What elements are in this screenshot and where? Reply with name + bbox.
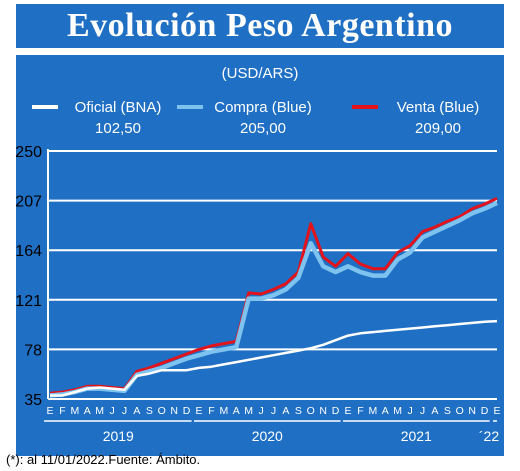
x-tick-label-35: D [481, 405, 489, 417]
x-tick-label-8: S [146, 405, 153, 417]
title-banner: Evolución Peso Argentino [16, 4, 504, 48]
y-tick-label-4: 207 [15, 194, 42, 211]
x-tick-label-0: E [46, 405, 53, 417]
x-tick-label-34: N [468, 405, 476, 417]
y-tick-label-0: 35 [24, 392, 42, 409]
x-tick-label-12: E [195, 405, 202, 417]
x-tick-label-17: J [258, 405, 263, 417]
year-label-3: ´22 [479, 428, 499, 444]
x-tick-label-16: M [244, 405, 253, 417]
legend-value-1: 205,00 [240, 120, 286, 137]
x-tick-label-31: A [431, 405, 438, 417]
x-tick-label-19: A [282, 405, 289, 417]
x-tick-label-20: S [295, 405, 302, 417]
legend-label-1: Compra (Blue) [214, 99, 312, 116]
x-tick-label-2: M [70, 405, 79, 417]
x-tick-label-1: F [59, 405, 65, 417]
x-tick-label-21: O [307, 405, 315, 417]
year-label-1: 2020 [252, 428, 283, 444]
y-tick-label-2: 121 [15, 293, 42, 310]
y-tick-label-3: 164 [15, 243, 42, 260]
x-tick-label-5: J [109, 405, 114, 417]
x-tick-label-29: J [407, 405, 412, 417]
y-tick-label-5: 250 [15, 144, 42, 161]
x-tick-label-36: E [493, 405, 500, 417]
series-line-0 [50, 319, 498, 397]
footnote: (*): al 11/01/2022.Fuente: Ámbito. [6, 452, 201, 467]
x-tick-label-3: A [84, 405, 91, 417]
chart-subtitle: (USD/ARS) [222, 65, 299, 82]
page-title: Evolución Peso Argentino [66, 7, 454, 44]
y-tick-label-1: 78 [24, 342, 42, 359]
x-tick-label-10: N [170, 405, 178, 417]
x-tick-label-26: M [368, 405, 377, 417]
x-tick-label-13: F [208, 405, 214, 417]
legend-label-2: Venta (Blue) [397, 99, 480, 116]
legend-value-2: 209,00 [415, 120, 461, 137]
x-tick-label-25: F [357, 405, 363, 417]
x-tick-label-18: J [271, 405, 276, 417]
x-tick-label-32: S [444, 405, 451, 417]
x-tick-label-14: M [219, 405, 228, 417]
x-tick-label-4: M [95, 405, 104, 417]
legend-value-0: 102,50 [95, 120, 141, 137]
legend-label-0: Oficial (BNA) [75, 99, 162, 116]
x-tick-label-30: J [420, 405, 425, 417]
x-tick-label-15: A [233, 405, 240, 417]
x-tick-label-28: M [393, 405, 402, 417]
x-tick-label-27: A [382, 405, 389, 417]
x-tick-label-11: D [183, 405, 191, 417]
x-tick-label-6: J [122, 405, 127, 417]
x-tick-label-22: N [319, 405, 327, 417]
year-label-0: 2019 [103, 428, 134, 444]
x-tick-label-9: O [158, 405, 166, 417]
x-tick-label-7: A [133, 405, 140, 417]
x-tick-label-23: D [332, 405, 340, 417]
year-label-2: 2021 [401, 428, 432, 444]
x-tick-label-33: O [456, 405, 464, 417]
x-tick-label-24: E [344, 405, 351, 417]
